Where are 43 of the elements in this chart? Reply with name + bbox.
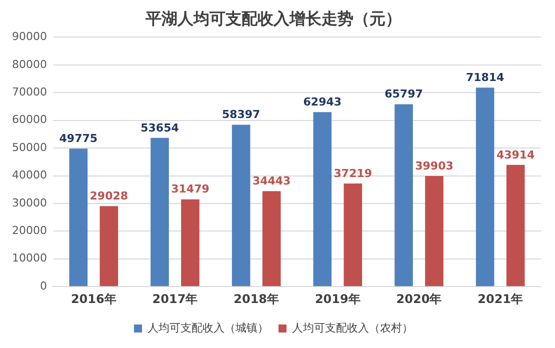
data-label: 37219 [334, 166, 372, 180]
x-tick-label: 2020年 [396, 292, 442, 306]
y-tick-label: 80000 [12, 58, 47, 71]
bar [344, 183, 362, 286]
legend-label: 人均可支配收入（农村） [292, 321, 413, 334]
bar [150, 138, 169, 286]
x-tick-label: 2017年 [152, 292, 198, 306]
data-label: 39903 [415, 159, 454, 172]
data-label: 31479 [171, 182, 210, 196]
chart-title: 平湖人均可支配收入增长走势（元） [144, 8, 402, 28]
y-tick-label: 50000 [12, 140, 47, 154]
bar [476, 88, 494, 286]
bar [232, 124, 250, 286]
data-label: 29028 [90, 190, 128, 203]
legend-label: 人均可支配收入（城镇） [148, 321, 268, 334]
bar [181, 199, 200, 286]
bar [69, 148, 88, 286]
y-tick-label: 10000 [12, 252, 47, 265]
bar [313, 112, 332, 286]
bar [394, 104, 413, 286]
y-tick-label: 0 [40, 279, 47, 292]
data-label: 71814 [466, 70, 505, 84]
x-tick-label: 2021年 [478, 292, 524, 306]
data-label: 34443 [252, 174, 291, 188]
data-label: 62943 [303, 96, 342, 109]
data-label: 53654 [140, 121, 180, 134]
data-label: 58397 [222, 108, 260, 122]
y-tick-label: 90000 [12, 30, 47, 44]
x-tick-label: 2018年 [234, 292, 280, 306]
y-tick-label: 20000 [12, 224, 47, 238]
bar [425, 176, 444, 286]
x-tick-label: 2016年 [70, 292, 116, 306]
y-tick-label: 60000 [12, 113, 47, 126]
y-tick-label: 30000 [12, 196, 47, 210]
bar [100, 206, 118, 286]
data-label: 49775 [59, 132, 98, 146]
data-label: 65797 [384, 88, 423, 101]
x-tick-label: 2019年 [314, 292, 360, 306]
y-tick-label: 70000 [12, 85, 47, 98]
data-label: 43914 [496, 148, 536, 162]
y-tick-label: 40000 [12, 168, 47, 182]
bar [506, 164, 525, 286]
bar [262, 191, 281, 286]
